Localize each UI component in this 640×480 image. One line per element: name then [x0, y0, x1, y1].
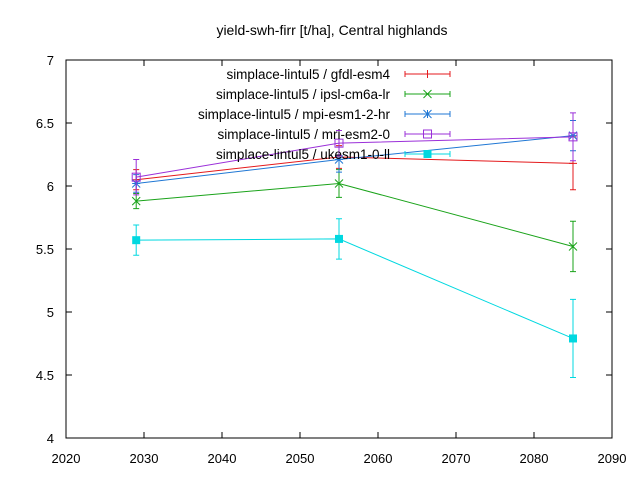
data-point [132, 236, 141, 245]
data-point [423, 150, 432, 158]
series-layer [131, 112, 578, 379]
data-point [569, 334, 577, 343]
y-tick-label: 7 [47, 53, 54, 68]
series-4 [131, 112, 578, 196]
x-tick-label: 2080 [520, 451, 549, 466]
error-bar [336, 130, 342, 157]
data-point [568, 242, 578, 251]
data-point [334, 179, 344, 188]
data-point [131, 196, 141, 206]
data-point [335, 234, 343, 243]
series-line [136, 238, 574, 339]
data-point [423, 109, 432, 119]
data-point [131, 172, 141, 182]
legend-item: simplace-lintul5 / ukesm1-0-ll [216, 147, 451, 162]
chart-title: yield-swh-firr [t/ha], Central highlands [216, 22, 447, 38]
series-5 [132, 218, 577, 379]
data-point [423, 129, 432, 139]
y-tick-label: 4.5 [36, 368, 54, 383]
x-tick-label: 2020 [52, 451, 81, 466]
legend-label: simplace-lintul5 / ukesm1-0-ll [216, 147, 390, 162]
data-point [423, 89, 432, 99]
legend-item: simplace-lintul5 / ipsl-cm6a-lr [216, 87, 451, 102]
legend-item: simplace-lintul5 / mri-esm2-0 [217, 127, 451, 142]
error-bar [133, 159, 140, 196]
legend-label: simplace-lintul5 / mpi-esm1-2-hr [198, 107, 391, 122]
legend-label: simplace-lintul5 / ipsl-cm6a-lr [216, 87, 391, 102]
legend-item: simplace-lintul5 / gfdl-esm4 [226, 67, 451, 82]
x-tick-label: 2060 [364, 451, 393, 466]
y-tick-label: 5.5 [36, 242, 54, 257]
axes: 2020 2030 2040 2050 2060 2070 2080 2090 4 4.5 5 5.5… [36, 53, 627, 466]
legend-caps [404, 131, 451, 137]
x-tick-label: 2090 [598, 451, 627, 466]
legend-caps [404, 71, 451, 77]
legend-caps [404, 91, 451, 97]
y-tick-label: 5 [47, 305, 54, 320]
legend-item: simplace-lintul5 / mpi-esm1-2-hr [198, 107, 451, 122]
series-2 [131, 169, 578, 273]
y-tick-label: 4 [47, 431, 54, 446]
x-tick-label: 2040 [208, 451, 237, 466]
legend-label: simplace-lintul5 / mri-esm2-0 [217, 127, 390, 142]
legend-caps [404, 151, 451, 157]
x-tick-label: 2030 [130, 451, 159, 466]
series-1 [132, 136, 577, 191]
data-point [423, 70, 432, 78]
x-tick-label: 2070 [442, 451, 471, 466]
legend: simplace-lintul5 / gfdl-esm4 simplace-lin… [198, 67, 451, 162]
y-tick-label: 6.5 [36, 116, 54, 131]
y-tick-label: 6 [47, 179, 54, 194]
data-point [334, 155, 344, 164]
legend-label: simplace-lintul5 / gfdl-esm4 [226, 67, 390, 82]
data-point [334, 138, 344, 148]
x-tick-label: 2050 [286, 451, 315, 466]
legend-caps [404, 111, 451, 117]
data-point [568, 132, 578, 142]
error-bar [570, 112, 576, 162]
series-line [136, 182, 574, 247]
